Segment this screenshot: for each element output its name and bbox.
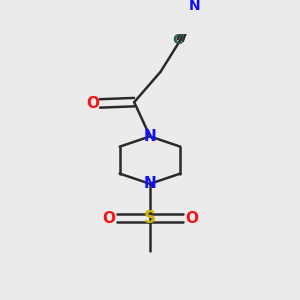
Text: N: N (189, 0, 201, 14)
Text: O: O (102, 211, 115, 226)
Text: N: N (144, 129, 156, 144)
Text: N: N (144, 176, 156, 191)
Text: S: S (144, 209, 156, 227)
Text: O: O (86, 96, 99, 111)
Text: C: C (172, 33, 182, 47)
Text: O: O (185, 211, 198, 226)
